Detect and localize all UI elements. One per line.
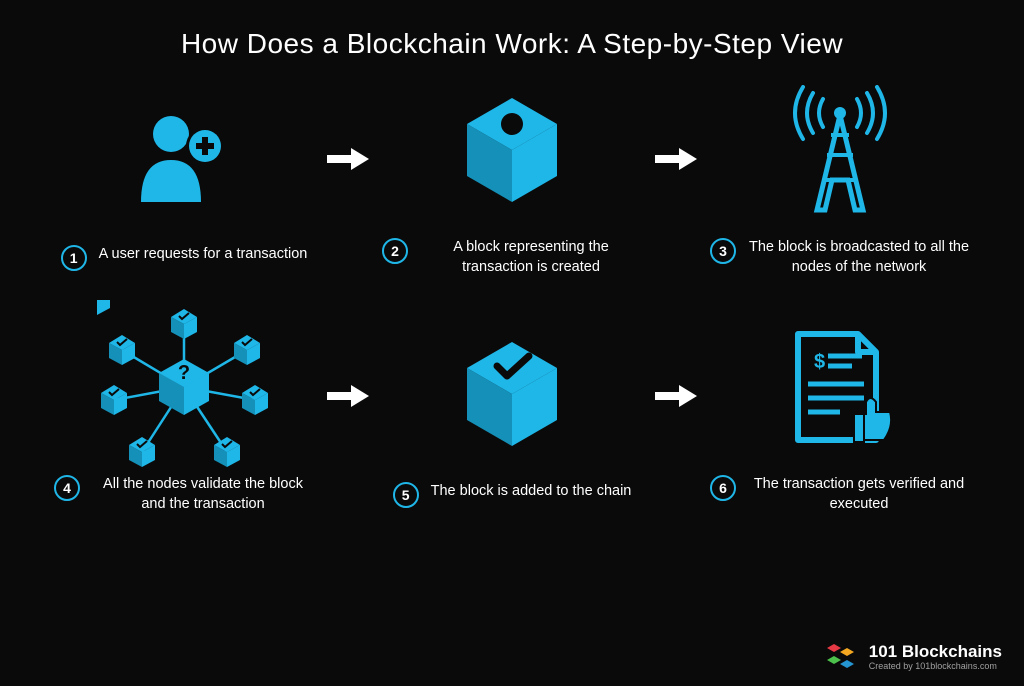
step-caption: A user requests for a transaction	[99, 245, 308, 265]
step-5: 5 The block is added to the chain	[378, 324, 646, 508]
step-4: ? 4 All the nodes validate t	[50, 317, 318, 514]
user-plus-icon	[129, 87, 239, 227]
step-caption: The transaction gets verified and execut…	[748, 475, 970, 514]
step-number-badge: 2	[382, 238, 408, 264]
step-caption: The block is broadcasted to all the node…	[748, 238, 970, 277]
svg-text:?: ?	[177, 362, 189, 384]
step-6: $ 6 The transaction gets verified and ex…	[706, 317, 974, 514]
step-number-badge: 1	[61, 245, 87, 271]
step-caption: A block representing the transaction is …	[420, 238, 642, 277]
step-caption: The block is added to the chain	[431, 482, 632, 502]
svg-text:$: $	[814, 351, 825, 373]
step-number-badge: 6	[710, 475, 736, 501]
step-number-badge: 5	[393, 482, 419, 508]
footer: 101 Blockchains Created by 101blockchain…	[825, 642, 1002, 672]
steps-grid: 1 A user requests for a transaction 2 A …	[0, 70, 1024, 514]
footer-brand: 101 Blockchains	[869, 643, 1002, 660]
footer-credit: Created by 101blockchains.com	[869, 662, 1002, 671]
document-approved-icon: $	[780, 317, 900, 457]
step-3: 3 The block is broadcasted to all the no…	[706, 80, 974, 277]
cube-icon	[457, 80, 567, 220]
cube-check-icon	[457, 324, 567, 464]
footer-logo-icon	[825, 642, 861, 672]
step-caption: All the nodes validate the block and the…	[92, 475, 314, 514]
arrow-icon	[318, 89, 378, 229]
step-2: 2 A block representing the transaction i…	[378, 80, 646, 277]
page-title: How Does a Blockchain Work: A Step-by-St…	[0, 0, 1024, 70]
arrow-icon	[318, 326, 378, 466]
step-number-badge: 4	[54, 475, 80, 501]
arrow-icon	[646, 89, 706, 229]
cube-network-icon: ?	[97, 317, 272, 457]
broadcast-tower-icon	[775, 80, 905, 220]
step-number-badge: 3	[710, 238, 736, 264]
arrow-icon	[646, 326, 706, 466]
step-1: 1 A user requests for a transaction	[50, 87, 318, 271]
